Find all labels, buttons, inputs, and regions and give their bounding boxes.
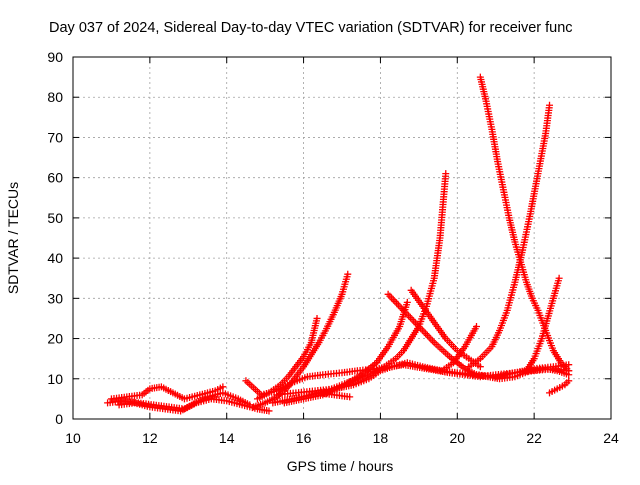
y-tick-label: 70: [47, 129, 63, 145]
data-point: [427, 335, 435, 343]
y-tick-label: 40: [47, 250, 63, 266]
data-point: [442, 170, 450, 178]
x-tick-label: 12: [142, 430, 158, 446]
series-trace-10: [315, 389, 354, 401]
series-trace-12: [407, 286, 484, 371]
series-trace-3: [115, 389, 254, 415]
data-point: [565, 367, 573, 375]
series-trace-14: [465, 101, 554, 371]
y-tick-label: 10: [47, 371, 63, 387]
series-trace-17: [546, 377, 573, 397]
data-point: [391, 297, 399, 305]
data-point: [393, 299, 401, 307]
x-tick-label: 18: [373, 430, 389, 446]
y-tick-label: 20: [47, 331, 63, 347]
data-point: [420, 328, 428, 336]
data-point: [394, 301, 402, 309]
data-point: [476, 363, 484, 371]
data-point: [389, 296, 397, 304]
y-tick-label: 50: [47, 210, 63, 226]
series-trace-6: [253, 314, 321, 403]
x-axis-label: GPS time / hours: [287, 458, 394, 474]
y-tick-label: 60: [47, 170, 63, 186]
series-trace-15: [476, 73, 573, 375]
y-tick-label: 90: [47, 49, 63, 65]
y-tick-label: 80: [47, 89, 63, 105]
x-tick-label: 24: [603, 430, 619, 446]
data-point: [425, 333, 433, 341]
data-point: [422, 330, 430, 338]
data-point: [344, 270, 352, 278]
data-point: [403, 298, 411, 306]
y-tick-label: 0: [55, 411, 63, 427]
data-point: [546, 101, 554, 109]
data-point: [384, 290, 392, 298]
data-point: [473, 322, 480, 330]
data-point: [555, 274, 563, 282]
data-point: [565, 377, 573, 385]
data-point: [410, 317, 418, 325]
data-layer: [104, 73, 573, 415]
data-point: [219, 383, 227, 391]
x-tick-label: 14: [219, 430, 235, 446]
y-axis-label: SDTVAR / TECUs: [5, 182, 21, 294]
series-trace-16: [522, 274, 563, 375]
data-point: [265, 407, 273, 415]
chart-title: Day 037 of 2024, Sidereal Day-to-day VTE…: [49, 20, 573, 36]
series-trace-9: [280, 298, 411, 407]
grid-layer: [73, 57, 611, 419]
data-point: [388, 294, 396, 302]
data-point: [406, 314, 414, 322]
data-point: [418, 326, 426, 334]
series-trace-5: [250, 270, 352, 411]
series-trace-13: [438, 322, 480, 375]
series-trace-7: [269, 170, 450, 407]
x-tick-label: 20: [449, 430, 465, 446]
series-trace-11: [384, 290, 573, 383]
x-tick-label: 22: [526, 430, 542, 446]
data-point: [246, 401, 254, 409]
series-trace-2: [107, 383, 227, 403]
data-point: [346, 393, 354, 401]
plot-frame: [72, 56, 612, 420]
data-point: [313, 314, 321, 322]
data-point: [423, 331, 431, 339]
data-point: [405, 312, 413, 320]
data-point: [386, 292, 394, 300]
x-tick-label: 10: [65, 430, 81, 446]
y-tick-label: 30: [47, 290, 63, 306]
data-point: [408, 315, 416, 323]
x-tick-label: 16: [296, 430, 312, 446]
